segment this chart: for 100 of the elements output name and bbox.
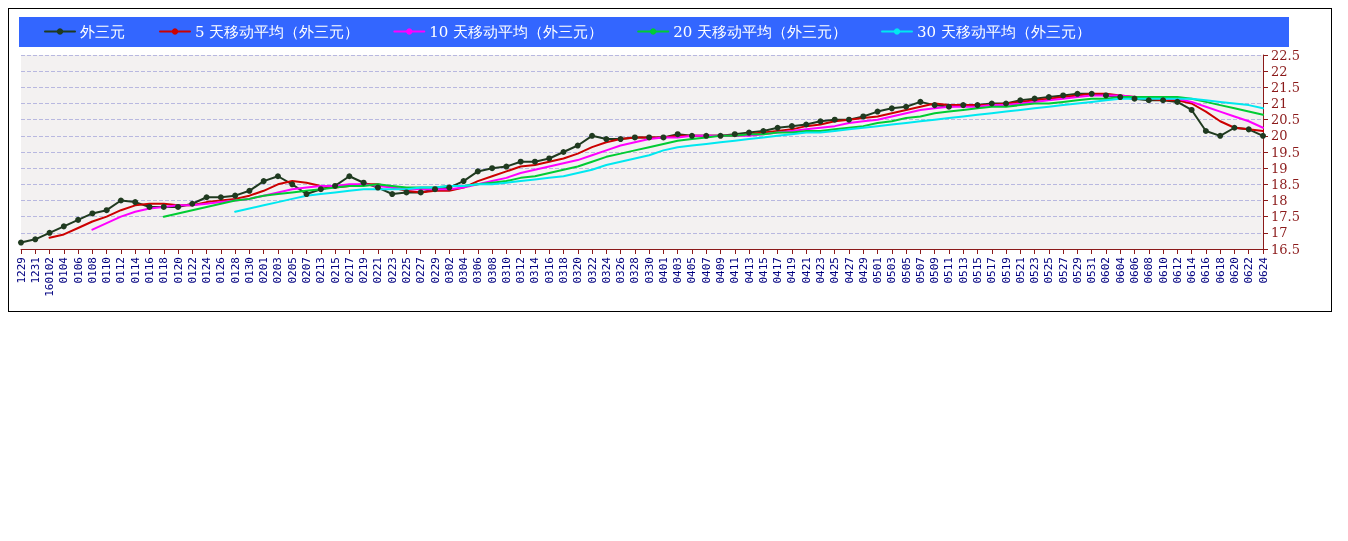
x-tick-label: 0213 bbox=[314, 257, 328, 284]
x-tick-label: 0304 bbox=[457, 256, 471, 284]
x-tick-label: 0427 bbox=[842, 257, 856, 284]
y-tick-label: 21 bbox=[1271, 96, 1288, 111]
x-tick-label: 1229 bbox=[14, 257, 28, 284]
x-tick-label: 0419 bbox=[785, 257, 799, 284]
x-tick-label: 160102 bbox=[43, 257, 57, 297]
x-tick-label: 0308 bbox=[485, 257, 499, 284]
x-tick-label: 0421 bbox=[799, 257, 813, 284]
y-tick-label: 16.5 bbox=[1271, 241, 1300, 257]
y-tick-label: 17 bbox=[1271, 225, 1288, 241]
x-tick-label: 0116 bbox=[142, 257, 156, 284]
x-tick-label: 0604 bbox=[1113, 256, 1127, 284]
x-tick-label: 0219 bbox=[357, 257, 371, 284]
x-tick-label: 0417 bbox=[771, 257, 785, 284]
x-tick-label: 0501 bbox=[871, 257, 885, 284]
x-tick-label: 0401 bbox=[656, 257, 670, 284]
y-tick-label: 22.5 bbox=[1271, 47, 1300, 63]
x-tick-label: 0110 bbox=[100, 257, 114, 284]
x-tick-label: 0201 bbox=[257, 257, 271, 284]
x-tick-label: 0624 bbox=[1256, 256, 1270, 284]
x-tick-label: 0525 bbox=[1042, 257, 1056, 284]
y-tick-label: 18 bbox=[1271, 193, 1288, 208]
x-tick-label: 0106 bbox=[71, 257, 85, 284]
x-tick-label: 0602 bbox=[1099, 257, 1113, 284]
x-tick-label: 0608 bbox=[1142, 257, 1156, 284]
x-tick-label: 0511 bbox=[942, 257, 956, 284]
y-tick-label: 20.5 bbox=[1271, 112, 1300, 128]
x-tick-label: 0503 bbox=[885, 257, 899, 284]
x-tick-label: 0225 bbox=[399, 257, 413, 284]
x-tick-label: 0507 bbox=[913, 257, 927, 284]
x-tick-label: 0229 bbox=[428, 257, 442, 284]
x-tick-label: 0527 bbox=[1056, 257, 1070, 284]
x-tick-label: 0316 bbox=[542, 257, 556, 284]
x-tick-label: 1231 bbox=[28, 257, 42, 284]
x-tick-label: 0606 bbox=[1128, 257, 1142, 284]
x-tick-label: 0612 bbox=[1170, 257, 1184, 284]
x-tick-label: 0215 bbox=[328, 257, 342, 284]
x-tick-label: 0312 bbox=[514, 257, 528, 284]
x-tick-label: 0519 bbox=[999, 257, 1013, 284]
x-tick-label: 0223 bbox=[385, 257, 399, 284]
x-tick-label: 0318 bbox=[556, 257, 570, 284]
y-tick-label: 20 bbox=[1271, 128, 1288, 144]
x-tick-label: 0614 bbox=[1185, 256, 1199, 284]
x-tick-label: 0320 bbox=[571, 257, 585, 284]
x-tick-label: 0423 bbox=[813, 257, 827, 284]
legend-label: 20 天移动平均（外三元） bbox=[673, 22, 848, 41]
x-tick-label: 0403 bbox=[671, 257, 685, 284]
legend-label: 5 天移动平均（外三元） bbox=[195, 22, 360, 41]
x-tick-label: 0407 bbox=[699, 257, 713, 284]
x-tick-label: 0405 bbox=[685, 257, 699, 284]
x-tick-label: 0515 bbox=[970, 257, 984, 284]
x-tick-label: 0618 bbox=[1213, 257, 1227, 284]
x-tick-label: 0616 bbox=[1199, 257, 1213, 284]
legend-label: 外三元 bbox=[80, 22, 125, 41]
x-tick-label: 0415 bbox=[756, 257, 770, 284]
x-tick-label: 0425 bbox=[828, 257, 842, 284]
x-tick-label: 0411 bbox=[728, 257, 742, 284]
x-tick-label: 0531 bbox=[1085, 257, 1099, 284]
x-tick-label: 0310 bbox=[499, 257, 513, 284]
x-tick-label: 0302 bbox=[442, 257, 456, 284]
x-tick-label: 0622 bbox=[1242, 257, 1256, 284]
x-tick-label: 0322 bbox=[585, 257, 599, 284]
x-tick-label: 0118 bbox=[157, 257, 171, 284]
y-tick-label: 21.5 bbox=[1271, 79, 1300, 95]
x-tick-label: 0122 bbox=[185, 257, 199, 284]
x-tick-label: 0610 bbox=[1156, 257, 1170, 284]
y-tick-label: 19 bbox=[1271, 160, 1288, 176]
x-tick-label: 0120 bbox=[171, 257, 185, 284]
y-tick-label: 18.5 bbox=[1271, 176, 1300, 192]
x-tick-label: 0330 bbox=[642, 257, 656, 284]
x-tick-label: 0217 bbox=[342, 257, 356, 284]
x-tick-label: 0114 bbox=[128, 256, 142, 284]
x-tick-label: 0513 bbox=[956, 257, 970, 284]
x-tick-label: 0517 bbox=[985, 257, 999, 284]
x-tick-label: 0328 bbox=[628, 257, 642, 284]
legend-label: 30 天移动平均（外三元） bbox=[917, 22, 1091, 41]
x-tick-label: 0112 bbox=[114, 257, 128, 284]
x-tick-label: 0306 bbox=[471, 257, 485, 284]
x-tick-label: 0620 bbox=[1227, 257, 1241, 284]
x-tick-label: 0227 bbox=[414, 257, 428, 284]
x-tick-label: 0324 bbox=[599, 256, 613, 284]
x-tick-label: 0523 bbox=[1028, 257, 1042, 284]
x-tick-label: 0126 bbox=[214, 257, 228, 284]
x-tick-label: 0128 bbox=[228, 257, 242, 284]
y-tick-label: 22 bbox=[1271, 63, 1288, 79]
legend-label: 10 天移动平均（外三元） bbox=[429, 22, 604, 41]
x-tick-label: 0108 bbox=[85, 257, 99, 284]
x-tick-label: 0529 bbox=[1070, 257, 1084, 284]
x-tick-label: 0221 bbox=[371, 257, 385, 284]
x-tick-label: 0207 bbox=[300, 257, 314, 284]
x-tick-label: 0521 bbox=[1013, 257, 1027, 284]
x-tick-label: 0130 bbox=[242, 257, 256, 284]
x-tick-label: 0505 bbox=[899, 257, 913, 284]
x-tick-label: 0104 bbox=[57, 256, 71, 284]
y-tick-label: 19.5 bbox=[1271, 144, 1300, 160]
x-tick-label: 0429 bbox=[856, 257, 870, 284]
x-tick-label: 0509 bbox=[928, 257, 942, 284]
x-tick-label: 0409 bbox=[714, 257, 728, 284]
x-tick-label: 0124 bbox=[200, 256, 214, 284]
